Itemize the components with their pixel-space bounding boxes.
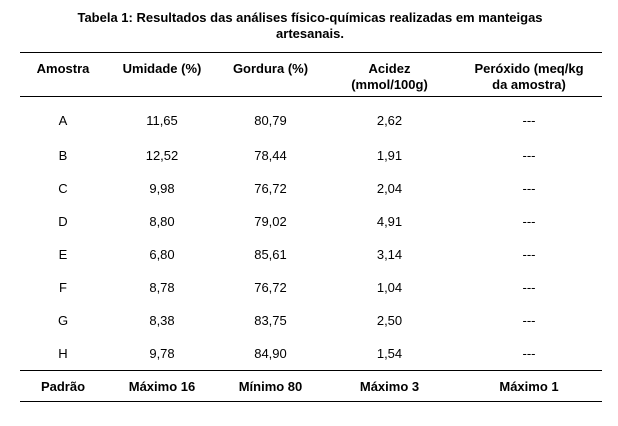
cell-acidez: 4,91 xyxy=(376,214,403,229)
cell-umidade: 12,52 xyxy=(145,148,179,163)
cell-amostra: A xyxy=(58,112,68,128)
cell-acidez: 2,50 xyxy=(376,313,403,328)
table-footer-row: Padrão Máximo 16 Mínimo 80 Máximo 3 Máxi… xyxy=(20,370,602,402)
table-caption-line-1: Tabela 1: Resultados das análises físico… xyxy=(77,10,543,25)
table-row: A 11,65 80,79 2,62 --- xyxy=(20,97,602,140)
cell-gordura: 80,79 xyxy=(254,112,287,128)
footer-gordura-limit: Mínimo 80 xyxy=(218,370,323,402)
cell-amostra: F xyxy=(59,280,67,295)
header-acidez: Acidez (mmol/100g) xyxy=(323,52,456,97)
header-peroxido-line-1: Peróxido (meq/kg xyxy=(474,61,584,76)
cell-peroxido: --- xyxy=(522,280,536,295)
footer-padrao: Padrão xyxy=(20,370,106,402)
cell-gordura: 79,02 xyxy=(254,214,287,229)
table-row: G 8,38 83,75 2,50 --- xyxy=(20,304,602,337)
table-row: B 12,52 78,44 1,91 --- xyxy=(20,139,602,172)
header-gordura-line-1: Gordura (%) xyxy=(232,61,309,76)
header-umidade: Umidade (%) xyxy=(106,52,218,97)
cell-umidade: 9,98 xyxy=(149,181,175,196)
cell-peroxido: --- xyxy=(522,181,536,196)
header-gordura: Gordura (%) xyxy=(218,52,323,97)
header-peroxido: Peróxido (meq/kg da amostra) xyxy=(456,52,602,97)
cell-gordura: 83,75 xyxy=(254,313,287,328)
cell-amostra: G xyxy=(57,313,69,328)
cell-acidez: 1,04 xyxy=(376,280,403,295)
cell-umidade: 9,78 xyxy=(149,346,175,361)
cell-umidade: 6,80 xyxy=(149,247,175,262)
table-row: E 6,80 85,61 3,14 --- xyxy=(20,238,602,271)
cell-peroxido: --- xyxy=(522,112,536,128)
cell-peroxido: --- xyxy=(522,148,536,163)
header-umidade-line-1: Umidade (%) xyxy=(122,61,202,76)
table-caption-line-2: artesanais. xyxy=(276,26,344,41)
cell-peroxido: --- xyxy=(522,247,536,262)
cell-amostra: C xyxy=(58,181,68,196)
cell-peroxido: --- xyxy=(522,214,536,229)
header-acidez-line-2: (mmol/100g) xyxy=(351,77,428,92)
cell-acidez: 1,91 xyxy=(376,148,403,163)
header-acidez-line-1: Acidez xyxy=(368,61,411,76)
cell-peroxido: --- xyxy=(522,313,536,328)
footer-peroxido-limit: Máximo 1 xyxy=(456,370,602,402)
cell-gordura: 76,72 xyxy=(254,280,287,295)
header-amostra: Amostra xyxy=(20,52,106,97)
results-table: Amostra Umidade (%) Gordura (%) Acidez (… xyxy=(20,52,602,402)
cell-umidade: 8,38 xyxy=(149,313,175,328)
table-row: F 8,78 76,72 1,04 --- xyxy=(20,271,602,304)
cell-acidez: 3,14 xyxy=(376,247,403,262)
header-peroxido-line-2: da amostra) xyxy=(492,77,566,92)
cell-acidez: 1,54 xyxy=(376,346,403,361)
table-row: D 8,80 79,02 4,91 --- xyxy=(20,205,602,238)
cell-umidade: 8,78 xyxy=(149,280,175,295)
table-row: H 9,78 84,90 1,54 --- xyxy=(20,337,602,371)
cell-gordura: 85,61 xyxy=(254,247,287,262)
cell-gordura: 78,44 xyxy=(254,148,287,163)
table-caption: Tabela 1: Resultados das análises físico… xyxy=(20,10,600,42)
cell-amostra: E xyxy=(58,247,68,262)
cell-amostra: D xyxy=(58,214,68,229)
cell-acidez: 2,62 xyxy=(376,112,403,128)
cell-umidade: 11,65 xyxy=(146,112,178,128)
footer-umidade-limit: Máximo 16 xyxy=(106,370,218,402)
table-header-row: Amostra Umidade (%) Gordura (%) Acidez (… xyxy=(20,52,602,97)
cell-umidade: 8,80 xyxy=(149,214,175,229)
cell-acidez: 2,04 xyxy=(376,181,403,196)
cell-peroxido: --- xyxy=(522,346,536,361)
cell-amostra: H xyxy=(58,346,68,361)
cell-gordura: 76,72 xyxy=(254,181,287,196)
table-row: C 9,98 76,72 2,04 --- xyxy=(20,172,602,205)
footer-acidez-limit: Máximo 3 xyxy=(323,370,456,402)
cell-gordura: 84,90 xyxy=(254,346,287,361)
cell-amostra: B xyxy=(58,148,68,163)
header-amostra-line-1: Amostra xyxy=(36,61,90,76)
